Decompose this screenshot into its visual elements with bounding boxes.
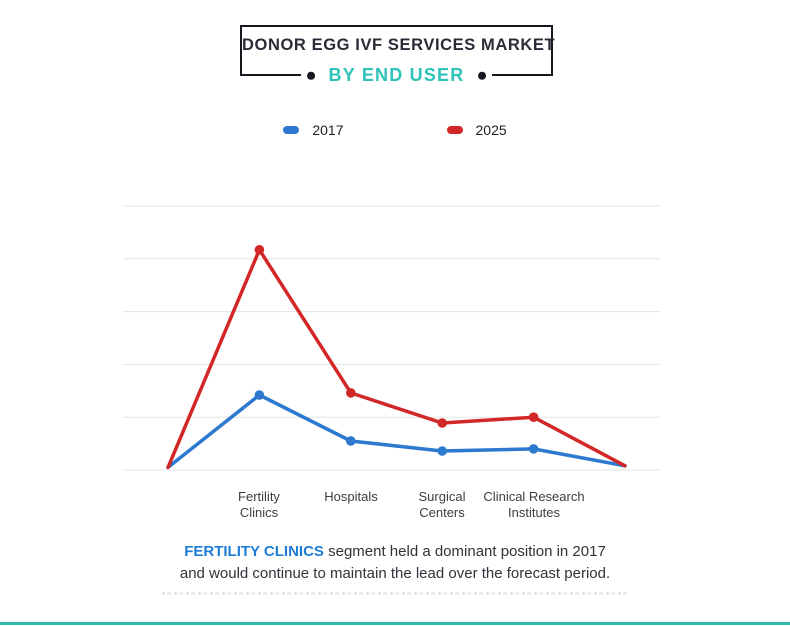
data-point-2017 — [437, 446, 448, 456]
legend-item-2025: 2025 — [446, 122, 507, 138]
title-box: DONOR EGG IVF SERVICES MARKET BY END USE… — [240, 25, 556, 86]
legend-label-2025: 2025 — [475, 122, 507, 138]
page-title: DONOR EGG IVF SERVICES MARKET — [242, 36, 556, 54]
legend-swatch-2025-icon — [446, 126, 463, 134]
data-point-2017 — [346, 436, 356, 446]
x-axis-label-clinical-research-institutes: Clinical Research Institutes — [483, 489, 585, 520]
subtitle-right-dot-icon — [478, 71, 487, 80]
data-point-2025 — [437, 418, 448, 428]
x-axis-label-fertility-clinics: Fertility Clinics — [238, 489, 280, 520]
page-subtitle: BY END USER — [328, 64, 465, 85]
chart-legend: 2017 2025 — [0, 122, 790, 138]
caption-line-1: FERTILITY CLINICS segment held a dominan… — [0, 541, 790, 563]
caption-line-1-rest: segment held a dominant position in 2017 — [323, 543, 606, 560]
legend-swatch-2017-icon — [283, 126, 300, 134]
chart-caption: FERTILITY CLINICS segment held a dominan… — [0, 541, 790, 584]
data-point-2025 — [254, 245, 265, 255]
series-line-2017 — [166, 393, 627, 470]
x-axis-label-surgical-centers: Surgical Centers — [418, 489, 466, 520]
caption-highlight: FERTILITY CLINICS — [184, 543, 324, 560]
x-axis-label-hospitals: Hospitals — [324, 489, 378, 504]
caption-line-2: and would continue to maintain the lead … — [179, 564, 611, 582]
data-point-2017 — [528, 444, 539, 454]
fine-print-text — [162, 592, 630, 595]
series-line-2025 — [166, 248, 627, 470]
subtitle-left-dot-icon — [306, 71, 315, 80]
legend-label-2017: 2017 — [312, 122, 344, 138]
bottom-accent-rule — [0, 622, 790, 625]
data-point-2025 — [346, 388, 356, 398]
subtitle-wrap: BY END USER — [300, 64, 493, 86]
data-point-2025 — [528, 412, 539, 423]
legend-item-2017: 2017 — [283, 122, 344, 138]
data-point-2017 — [254, 390, 265, 400]
